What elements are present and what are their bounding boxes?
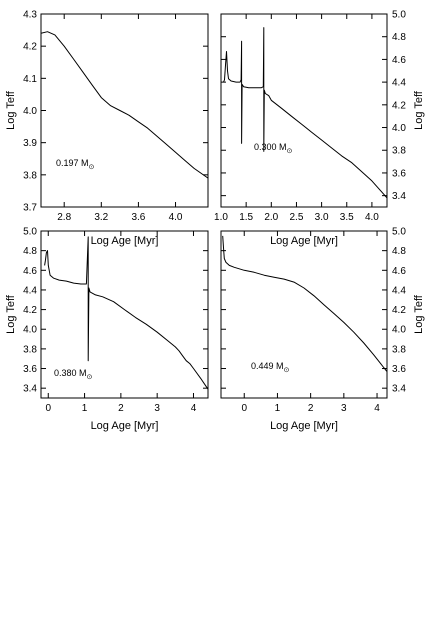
y-tick-label: 3.4 (392, 384, 406, 395)
x-tick-label: 1.0 (214, 212, 228, 223)
y-tick-label: 4.8 (392, 246, 406, 257)
x-axis-label: Log Age [Myr] (270, 235, 338, 247)
y-tick-label: 4.2 (23, 42, 37, 53)
y-tick-label: 3.6 (23, 364, 37, 375)
y-tick-label: 4.2 (392, 305, 406, 316)
x-tick-label: 0 (45, 403, 51, 414)
y-tick-label: 3.8 (392, 146, 406, 157)
y-tick-label: 4.4 (392, 78, 406, 89)
x-tick-label: 3.2 (94, 212, 108, 223)
x-axis-label: Log Age [Myr] (270, 420, 338, 432)
series-line (41, 31, 208, 179)
y-tick-label: 4.2 (23, 305, 37, 316)
y-tick-label: 4.6 (392, 266, 406, 277)
x-tick-label: 4 (191, 403, 197, 414)
y-tick-label: 5.0 (392, 227, 406, 238)
x-tick-label: 4 (374, 403, 380, 414)
x-tick-label: 1 (275, 403, 281, 414)
y-tick-label: 4.0 (23, 106, 37, 117)
chart-panel-top-right: 1.0 1.5 2.0 2.5 3.0 3.5 4.0 3.4 3.6 3.8 4.0 4.2 4.4 4… (214, 10, 425, 248)
mass-unit: M (81, 158, 89, 168)
x-tick-label: 2 (308, 403, 314, 414)
x-tick-label: 2 (118, 403, 124, 414)
y-tick-label: 4.8 (23, 246, 37, 257)
y-tick-label: 4.0 (23, 325, 37, 336)
mass-unit: M (276, 361, 284, 371)
y-tick-label: 4.4 (392, 285, 406, 296)
x-axis-label: Log Age [Myr] (91, 420, 159, 432)
x-tick-label: 4.0 (365, 212, 379, 223)
y-tick-label: 5.0 (23, 227, 37, 238)
x-axis-label: Log Age [Myr] (91, 235, 159, 247)
y-tick-label: 3.8 (392, 344, 406, 355)
y-tick-label: 3.4 (392, 191, 406, 202)
x-tick-label: 3.6 (131, 212, 145, 223)
mass-annotation: 0.300 M⊙ (254, 142, 293, 155)
y-tick-label: 3.8 (23, 170, 37, 181)
x-tick-label: 2.0 (264, 212, 278, 223)
x-tick-label: 2.8 (57, 212, 71, 223)
y-tick-label: 4.4 (23, 285, 37, 296)
mass-value: 0.449 (251, 361, 276, 371)
y-tick-label: 5.0 (392, 10, 406, 21)
chart-panel-bottom-left: 0 1 2 3 4 3.4 3.6 3.8 4.0 4.2 4.4 4.6 4.8 5.0 Log Age … (5, 227, 209, 432)
y-tick-label: 4.6 (392, 55, 406, 66)
y-tick-label: 4.2 (392, 100, 406, 111)
y-axis-label: Log Teff (5, 294, 17, 334)
y-tick-label: 4.0 (392, 123, 406, 134)
mass-unit: M (279, 142, 287, 152)
plot-frame (220, 230, 388, 399)
mass-unit-subscript: ⊙ (287, 148, 293, 155)
y-tick-label: 3.9 (23, 138, 37, 149)
mass-annotation: 0.197 M⊙ (56, 158, 95, 171)
mass-unit-subscript: ⊙ (284, 367, 290, 374)
x-tick-label: 0 (241, 403, 247, 414)
y-tick-label: 3.6 (392, 364, 406, 375)
x-tick-label: 3.0 (315, 212, 329, 223)
y-axis-label: Log Teff (413, 90, 425, 130)
y-tick-label: 4.6 (23, 266, 37, 277)
series-line (223, 27, 387, 199)
y-tick-label: 4.0 (392, 325, 406, 336)
mass-annotation: 0.380 M⊙ (54, 368, 93, 381)
chart-panel-top-left: 2.8 3.2 3.6 4.0 3.7 3.8 3.9 4.0 4.1 4.2 4.3 Log Age… (5, 10, 209, 247)
mass-value: 0.300 (254, 142, 279, 152)
x-tick-label: 2.5 (290, 212, 304, 223)
mass-value: 0.380 (54, 368, 79, 378)
y-tick-label: 3.8 (23, 344, 37, 355)
mass-value: 0.197 (56, 158, 81, 168)
mass-unit: M (79, 368, 87, 378)
x-tick-label: 1 (82, 403, 88, 414)
y-tick-label: 3.6 (392, 168, 406, 179)
plot-frame (220, 13, 388, 208)
x-tick-label: 3.5 (340, 212, 354, 223)
x-tick-label: 3 (154, 403, 160, 414)
plot-frame (40, 230, 209, 399)
y-tick-label: 3.4 (23, 384, 37, 395)
mass-unit-subscript: ⊙ (87, 374, 93, 381)
y-axis-label: Log Teff (413, 294, 425, 334)
x-tick-label: 1.5 (239, 212, 253, 223)
y-tick-label: 4.3 (23, 10, 37, 21)
x-tick-label: 3 (341, 403, 347, 414)
plot-frame (40, 13, 209, 208)
x-tick-label: 4.0 (169, 212, 183, 223)
y-axis-label: Log Teff (5, 90, 17, 130)
series-line (222, 235, 387, 372)
mass-unit-subscript: ⊙ (89, 164, 95, 171)
y-tick-label: 3.7 (23, 203, 37, 214)
y-tick-label: 4.8 (392, 32, 406, 43)
mass-annotation: 0.449 M⊙ (251, 361, 290, 374)
chart-panel-bottom-right: 0 1 2 3 4 3.4 3.6 3.8 4.0 4.2 4.4 4.6 4.8 5.0 Log Age … (220, 227, 425, 432)
series-line (44, 236, 208, 390)
y-tick-label: 4.1 (23, 74, 37, 85)
